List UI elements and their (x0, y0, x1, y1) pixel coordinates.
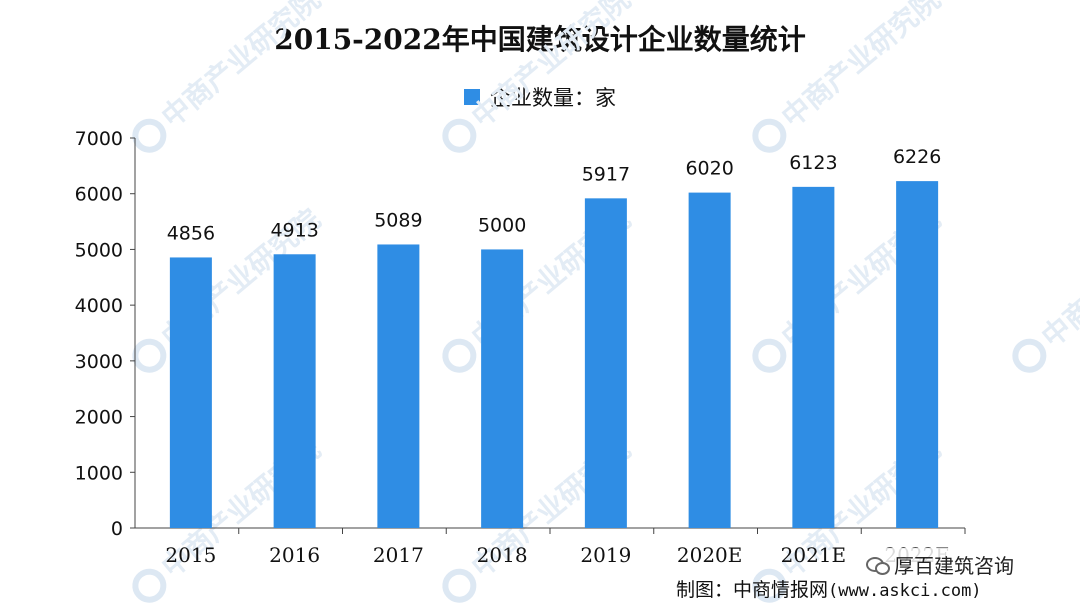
x-tick-label: 2019 (580, 543, 631, 567)
watermark-logo-icon (752, 118, 787, 153)
watermark-logo-icon (132, 338, 167, 373)
watermark-text: 中商产业研究院 (1035, 203, 1080, 354)
chart-bars (169, 181, 939, 529)
y-tick-label: 1000 (75, 462, 123, 484)
data-label: 6226 (893, 146, 941, 168)
data-label: 4856 (167, 222, 215, 244)
bar (377, 244, 420, 528)
x-tick-label: 2017 (373, 543, 424, 567)
x-tick-label: 2021E (781, 543, 847, 567)
y-tick-label: 6000 (75, 184, 123, 206)
y-tick-label: 5000 (75, 239, 123, 261)
watermark: 中商产业研究院 (132, 0, 327, 153)
chart-data-labels: 4856 4913 5089 5000 5917 6020 6123 6226 (167, 146, 942, 244)
watermark: 中商产业研究院 (752, 0, 947, 153)
watermark-text: 中商产业研究院 (465, 0, 636, 134)
data-label: 6123 (789, 152, 837, 174)
watermark-logo-icon (442, 118, 477, 153)
bar (273, 254, 316, 529)
x-tick-label: 2018 (477, 543, 528, 567)
watermark-logo-icon (442, 338, 477, 373)
bar (688, 192, 731, 528)
y-tick-label: 0 (111, 518, 123, 540)
legend-label: 企业数量：家 (490, 86, 616, 110)
bar (481, 249, 524, 528)
watermark-logo-icon (752, 568, 787, 603)
y-tick-label: 4000 (75, 295, 123, 317)
y-tick-label: 3000 (75, 351, 123, 373)
chart-axes: 0 1000 2000 3000 4000 5000 6000 7000 2015 2016 201… (75, 128, 966, 567)
chart-legend: 企业数量：家 (0, 82, 1080, 112)
x-tick-label: 2015 (165, 543, 216, 567)
watermark-text: 中商产业研究院 (775, 0, 946, 134)
overlay-text: 厚百建筑咨询 (894, 554, 1014, 578)
credit-label: 制图：中商情报网 (676, 579, 829, 601)
data-label: 4913 (270, 219, 318, 241)
y-tick-label: 2000 (75, 407, 123, 429)
watermark-logo-icon (752, 338, 787, 373)
bar (792, 186, 835, 528)
x-tick-label: 2016 (269, 543, 320, 567)
watermark: 中商产业研究院 (442, 0, 637, 153)
watermark-logo-icon (132, 568, 167, 603)
x-tick-label: 2020E (677, 543, 743, 567)
data-label: 6020 (685, 158, 733, 180)
data-label: 5917 (582, 163, 630, 185)
wechat-overlay-tag: 厚百建筑咨询 (858, 548, 1022, 581)
watermark: 中商产业研究院 (1012, 203, 1080, 373)
bar (169, 257, 212, 528)
watermark-text: 中商产业研究院 (155, 0, 326, 134)
bar (896, 181, 939, 528)
watermark-logo-icon (1012, 338, 1047, 373)
wechat-icon (866, 556, 890, 575)
bar (584, 198, 627, 529)
credit-site: (www.askci.com) (828, 581, 982, 601)
data-label: 5000 (478, 214, 526, 236)
watermark-logo-icon (442, 568, 477, 603)
chart-title: 2015-2022年中国建筑设计企业数量统计 (274, 23, 806, 56)
chart-credit: 制图：中商情报网(www.askci.com) (676, 575, 982, 602)
legend-swatch (464, 89, 480, 105)
data-label: 5089 (374, 209, 422, 231)
y-tick-label: 7000 (75, 128, 123, 150)
watermark-logo-icon (132, 118, 167, 153)
